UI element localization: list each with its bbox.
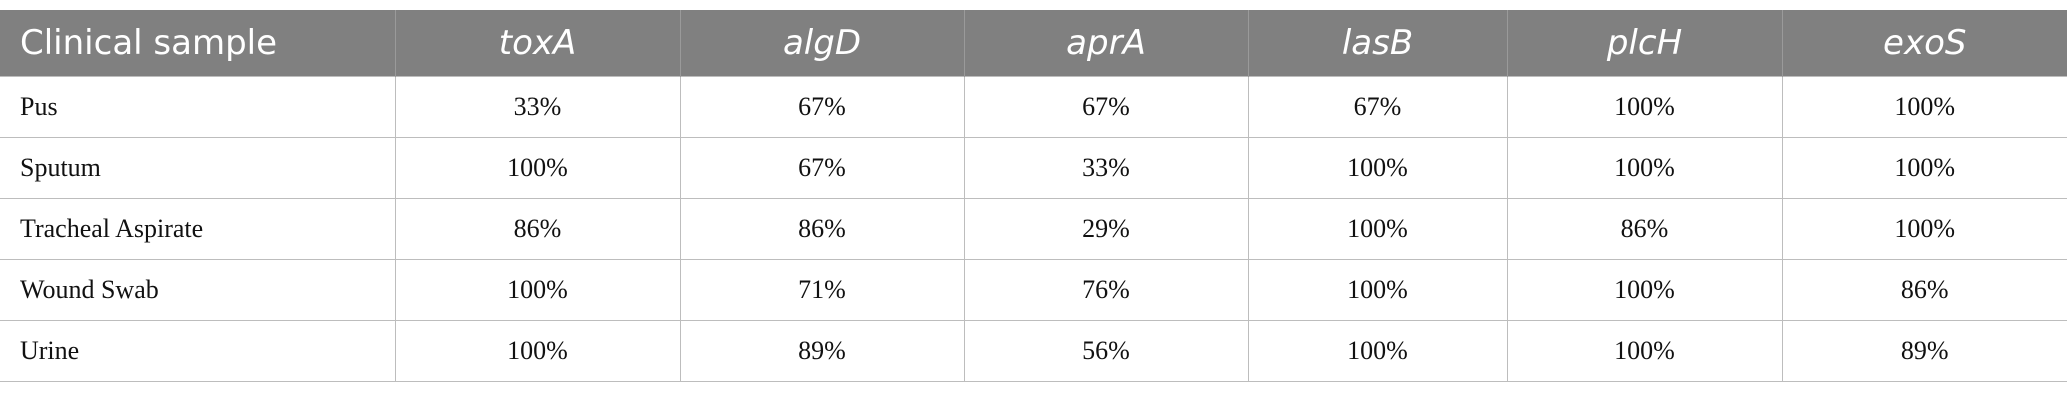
table-cell: 100% [1247,198,1508,260]
table-cell: 100% [1506,76,1783,138]
table-cell: 100% [394,320,681,382]
table-cell: 100% [394,259,681,321]
row-label: Wound Swab [0,259,396,321]
column-header: lasB [1247,10,1507,77]
table-body: Pus 33% 67% 67% 67% 100% 100% Sputum 100% 67% 33% 1… [0,76,2067,382]
row-label: Urine [0,320,396,382]
row-label: Tracheal Aspirate [0,198,396,260]
column-header: aprA [963,10,1248,77]
table-row: Sputum 100% 67% 33% 100% 100% 100% [0,137,2067,199]
header-row: Clinical sample toxA algD aprA lasB plcH exoS [0,10,2067,77]
table-cell: 86% [394,198,681,260]
table-row: Wound Swab 100% 71% 76% 100% 100% 86% [0,259,2067,321]
table-cell: 67% [679,137,965,199]
column-header: toxA [394,10,680,77]
table-cell: 100% [394,137,681,199]
row-label: Pus [0,76,396,138]
table-cell: 76% [963,259,1249,321]
table-cell: 33% [394,76,681,138]
column-header: plcH [1506,10,1782,77]
table-cell: 67% [963,76,1249,138]
column-header: exoS [1781,10,2067,77]
column-header: algD [679,10,964,77]
table-container: Clinical sample toxA algD aprA lasB plcH exoS … [0,10,2067,382]
table-cell: 67% [1247,76,1508,138]
table-cell: 100% [1506,259,1783,321]
table-cell: 86% [679,198,965,260]
table-cell: 100% [1247,320,1508,382]
row-label: Sputum [0,137,396,199]
table-cell: 100% [1781,198,2067,260]
table-cell: 71% [679,259,965,321]
table-cell: 67% [679,76,965,138]
table-cell: 33% [963,137,1249,199]
table-cell: 56% [963,320,1249,382]
table-cell: 86% [1506,198,1783,260]
table-cell: 100% [1247,259,1508,321]
table-row: Urine 100% 89% 56% 100% 100% 89% [0,320,2067,382]
table-row: Pus 33% 67% 67% 67% 100% 100% [0,76,2067,138]
table-cell: 100% [1781,137,2067,199]
table-cell: 100% [1247,137,1508,199]
table-cell: 29% [963,198,1249,260]
table-cell: 100% [1781,76,2067,138]
data-table: Clinical sample toxA algD aprA lasB plcH exoS … [0,10,2067,382]
table-row: Tracheal Aspirate 86% 86% 29% 100% 86% 100% [0,198,2067,260]
table-cell: 89% [679,320,965,382]
column-header: Clinical sample [0,10,395,77]
table-cell: 89% [1781,320,2067,382]
table-cell: 100% [1506,137,1783,199]
table-cell: 86% [1781,259,2067,321]
table-cell: 100% [1506,320,1783,382]
